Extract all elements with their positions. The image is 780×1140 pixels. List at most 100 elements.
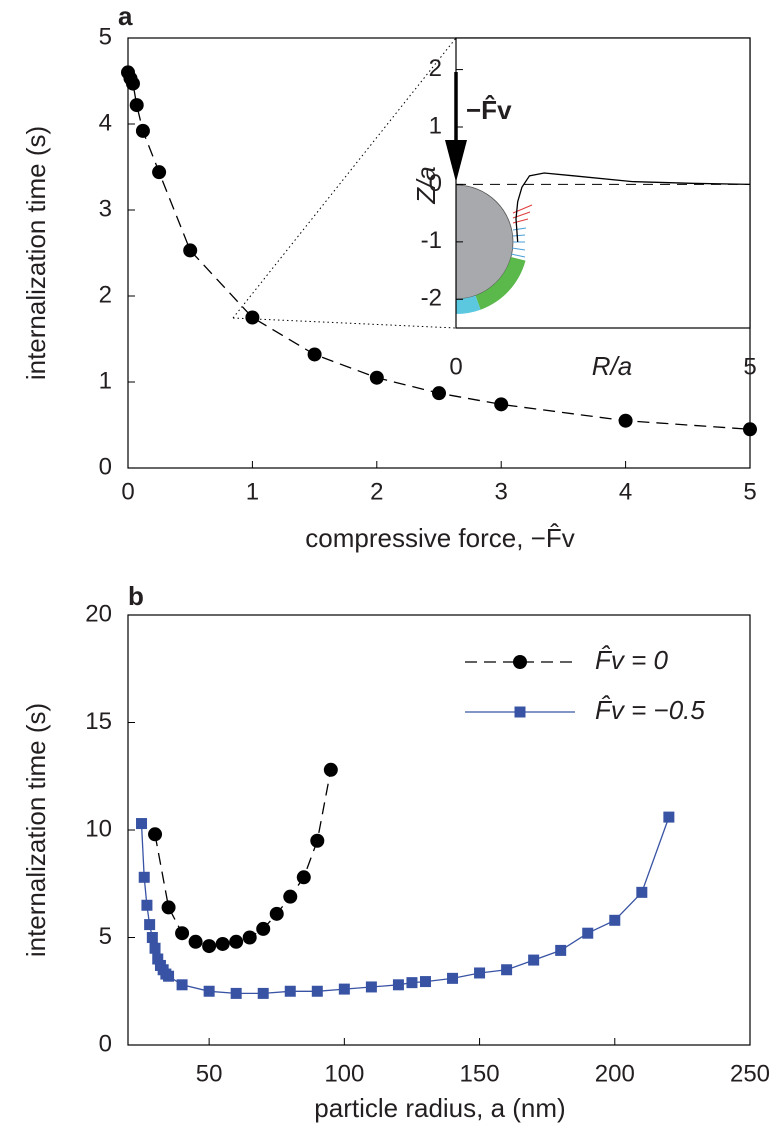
marker [152,953,164,965]
marker [203,985,215,997]
y-tick-label: 1 [99,367,112,394]
marker [284,985,296,997]
x-axis-label: compressive force, −F̂v [305,523,574,553]
y-tick-label: 5 [99,23,112,50]
y-tick-label: -1 [421,227,442,254]
x-tick-label: 5 [743,478,756,505]
y-axis-label: Z/a [411,166,441,205]
wrap-band [510,227,527,258]
legend-marker [513,655,527,669]
marker [215,936,230,951]
y-tick-label: 3 [99,195,112,222]
legend-marker [514,706,526,718]
marker [609,914,621,926]
x-tick-label: 0 [449,353,462,380]
series-line [140,816,670,995]
y-tick-label: 5 [99,923,112,950]
y-tick-label: 1 [429,112,442,139]
marker [141,899,153,911]
marker [146,932,158,943]
wrap-band [475,257,526,310]
zoom-lines [232,37,457,329]
legend-label: F̂v = 0 [595,645,669,675]
y-tick-label: 0 [99,1030,112,1057]
series-line [154,769,332,947]
marker [138,871,150,883]
y-tick-label: -2 [421,285,442,312]
marker [406,977,418,989]
inset: 0 5 -2 -1 0 1 2 R/a Z/a −F̂v [411,37,757,381]
marker [149,942,161,954]
marker [494,397,509,412]
panel-a: 0 1 2 3 4 5 0 1 2 3 4 5 compressive force, −F̂v inter… [21,1,757,553]
x-tick-label: 50 [196,1060,223,1087]
panel-label: b [128,581,144,611]
marker [125,76,140,91]
x-tick-label: 5 [743,353,756,380]
panel-label: a [118,1,133,31]
x-tick-label: 4 [619,478,632,505]
legend-label: F̂v = −0.5 [595,695,705,725]
marker [392,979,404,991]
annotation: −F̂v [466,94,512,125]
x-tick-label: 250 [730,1060,770,1087]
marker [307,347,322,362]
marker [148,827,163,842]
x-tick-label: 3 [495,478,508,505]
marker [269,906,284,921]
marker [229,934,244,949]
marker [245,310,260,325]
zoom-line [232,317,457,329]
marker [129,98,144,113]
marker [419,976,431,988]
y-tick-label: 2 [429,55,442,82]
marker [135,123,150,138]
marker [175,926,190,941]
marker [323,762,338,777]
marker [183,243,198,258]
marker [555,944,567,956]
marker [257,987,269,999]
x-tick-label: 200 [595,1060,635,1087]
marker [474,967,486,979]
y-tick-label: 10 [85,815,112,842]
x-tick-label: 2 [370,478,383,505]
y-axis-label: internalization time (s) [21,126,51,380]
x-tick-label: 150 [460,1060,500,1087]
y-axis-label: internalization time (s) [21,703,51,957]
zoom-line [232,37,457,319]
series-line [127,72,751,430]
y-tick-label: 0 [429,170,442,197]
marker [528,954,540,966]
marker [369,370,384,385]
marker [501,964,513,976]
particle [455,184,514,300]
marker [310,833,325,848]
marker [256,921,271,936]
marker [202,939,217,954]
marker [152,165,167,180]
series-line [515,172,751,242]
x-tick-label: 1 [246,478,259,505]
wrap-band [456,295,481,315]
y-tick-label: 20 [85,600,112,627]
x-axis-label: particle radius, a (nm) [314,1093,565,1123]
marker [163,970,175,982]
marker [618,413,633,428]
x-tick-label: 0 [121,478,134,505]
marker [242,930,257,945]
x-tick-label: 100 [324,1060,364,1087]
x-axis-label: R/a [592,351,632,381]
y-tick-label: 2 [99,281,112,308]
marker [338,983,350,995]
marker [311,985,323,997]
marker [663,811,675,823]
marker [743,422,757,437]
panel-b: 50 100 150 200 250 0 5 10 15 20 particle radius, a… [21,581,770,1123]
marker [188,934,203,949]
marker [176,979,188,991]
marker [136,818,148,830]
marker [365,981,377,993]
marker [432,386,446,401]
